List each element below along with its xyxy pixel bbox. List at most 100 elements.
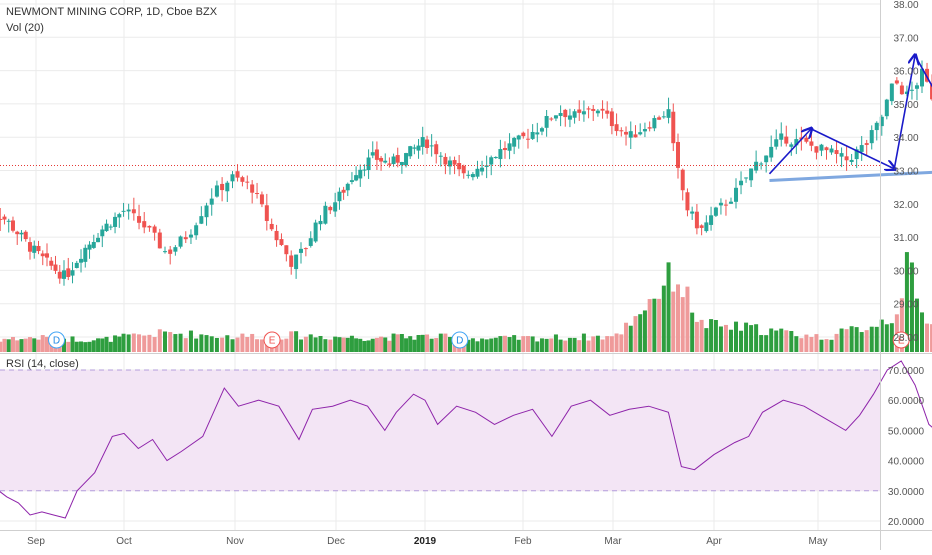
volume-bar (199, 334, 204, 352)
dividend-marker[interactable]: D (48, 331, 66, 349)
volume-bar (874, 326, 879, 352)
volume-bar (209, 336, 214, 352)
candle-body (814, 146, 819, 153)
volume-bar (62, 338, 67, 352)
volume-bar (420, 334, 425, 352)
candle-body (83, 247, 88, 262)
candle-body (279, 239, 284, 245)
candle-body (480, 167, 485, 172)
volume-bar (619, 334, 624, 352)
volume-bar (337, 337, 342, 352)
candle-body (734, 187, 739, 202)
event-markers[interactable]: DEDEDE (48, 331, 932, 349)
candle-body (461, 165, 466, 174)
candle-body (36, 245, 41, 252)
event-circle (48, 331, 66, 349)
candle-body (718, 202, 723, 206)
candle-body (420, 137, 425, 147)
dividend-marker[interactable]: D (451, 331, 469, 349)
candle-body (379, 157, 384, 162)
volume-bar (168, 332, 173, 352)
volume-bar (387, 340, 392, 352)
volume-bar (819, 339, 824, 352)
volume-bar (889, 323, 894, 352)
volume-bar (539, 338, 544, 352)
candle-body (341, 189, 346, 193)
volume-bar (530, 336, 535, 352)
volume-bar (535, 341, 540, 352)
earnings-marker[interactable]: E (263, 331, 281, 349)
rsi-tick-label: 60.0000 (888, 396, 925, 407)
volume-bar (525, 336, 530, 352)
volume-bar (121, 333, 126, 352)
rsi-legend: RSI (14, close) (6, 358, 79, 370)
volume-bar (502, 335, 507, 352)
candle-body (889, 83, 894, 102)
volume-bar (328, 339, 333, 352)
candle-body (362, 169, 367, 171)
candle-body (899, 85, 904, 95)
volume-bar (642, 310, 647, 352)
candle-body (516, 135, 521, 140)
candle-body (370, 152, 375, 156)
candle-body (572, 111, 577, 118)
volume-bar (408, 336, 413, 352)
candle-body (829, 148, 834, 153)
candle-body (358, 169, 363, 179)
volume-bar (744, 322, 749, 352)
candle-body (521, 132, 526, 137)
candle-body (162, 251, 167, 253)
candle-body (925, 68, 930, 82)
volume-bar (884, 324, 889, 352)
candle-body (894, 80, 899, 84)
candle-body (577, 109, 582, 113)
volume-bar (586, 340, 591, 352)
volume-bar (235, 337, 240, 352)
candle-body (512, 137, 517, 147)
earnings-marker[interactable]: E (892, 331, 910, 349)
volume-bar (173, 334, 178, 352)
volume-bar (91, 340, 96, 352)
volume-bar (512, 335, 517, 352)
candle-body (434, 144, 439, 155)
time-tick-label: Sep (27, 536, 45, 547)
candle-body (525, 138, 530, 140)
candle-body (909, 89, 914, 91)
volume-bar (366, 340, 371, 352)
volume-bar (466, 339, 471, 352)
candle-body (769, 146, 774, 158)
candle-body (470, 174, 475, 178)
volume-bar (404, 338, 409, 352)
rsi-tick-label: 70.0000 (888, 366, 925, 377)
candle-body (475, 168, 480, 177)
volume-bar (279, 339, 284, 352)
volume-bar (245, 337, 250, 352)
candle-body (754, 161, 759, 171)
volume-bar (605, 336, 610, 352)
candle-body (619, 130, 624, 132)
volume-bar (27, 337, 32, 352)
pattern-arrow (893, 56, 915, 169)
candle-body (395, 155, 400, 163)
volume-bar (79, 341, 84, 352)
pattern-arrow (914, 55, 932, 88)
price-tick-label: 31.00 (893, 233, 918, 244)
candle-body (416, 145, 421, 151)
volume-bar (131, 333, 136, 352)
volume-bar (96, 338, 101, 352)
volume-bar (126, 334, 131, 352)
candle-body (87, 244, 92, 250)
candle-body (624, 131, 629, 135)
volume-bar (764, 335, 769, 352)
volume-bar (647, 299, 652, 352)
volume-bar (333, 336, 338, 352)
candle-body (614, 124, 619, 132)
candle-body (699, 225, 704, 228)
volume-bar (558, 339, 563, 352)
volume-bar (507, 337, 512, 352)
main-legend: NEWMONT MINING CORP, 1D, Cboe BZX Vol (2… (6, 4, 217, 36)
candle-body (779, 133, 784, 140)
candle-body (323, 205, 328, 224)
candle-body (443, 156, 448, 165)
